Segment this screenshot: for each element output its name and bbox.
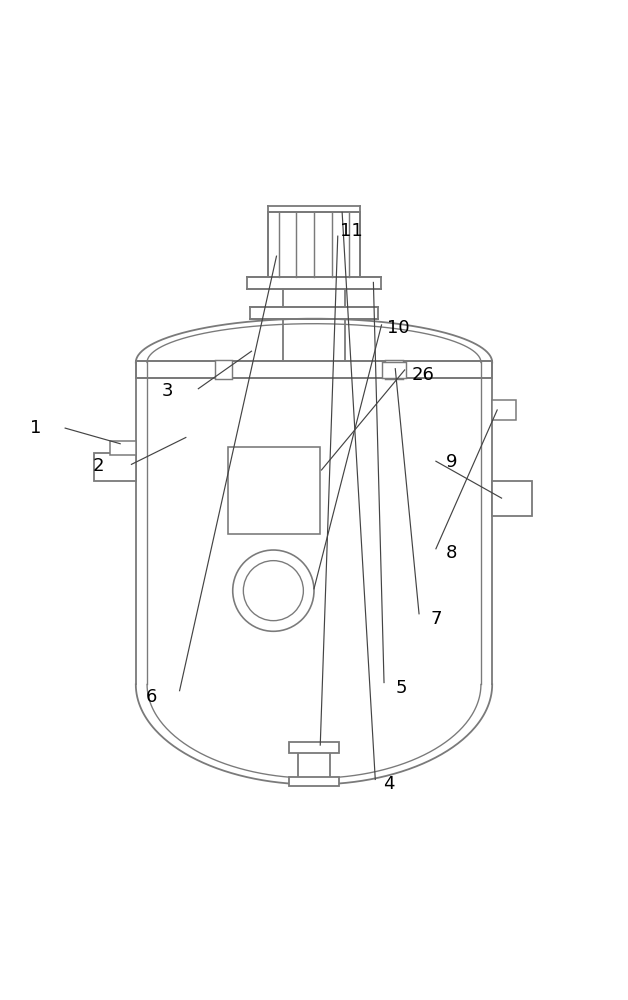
Text: 8: 8 — [446, 544, 457, 562]
Bar — [382, 362, 406, 378]
Bar — [289, 777, 339, 786]
Bar — [492, 481, 531, 516]
Text: 10: 10 — [387, 319, 409, 337]
Text: 6: 6 — [146, 688, 157, 706]
Bar — [215, 360, 232, 379]
Text: 7: 7 — [430, 610, 441, 628]
Text: 11: 11 — [340, 222, 363, 240]
Bar — [109, 441, 136, 455]
Text: 1: 1 — [30, 419, 41, 437]
Text: 2: 2 — [92, 457, 104, 475]
Bar — [228, 447, 320, 534]
Bar — [94, 453, 136, 481]
Bar — [492, 400, 516, 420]
Text: 4: 4 — [383, 775, 395, 793]
Text: 5: 5 — [396, 679, 408, 697]
Text: 26: 26 — [412, 366, 435, 384]
Text: 3: 3 — [161, 382, 173, 400]
Bar — [268, 212, 360, 277]
Text: 9: 9 — [446, 453, 457, 471]
Bar — [385, 360, 403, 379]
Bar — [289, 742, 339, 753]
